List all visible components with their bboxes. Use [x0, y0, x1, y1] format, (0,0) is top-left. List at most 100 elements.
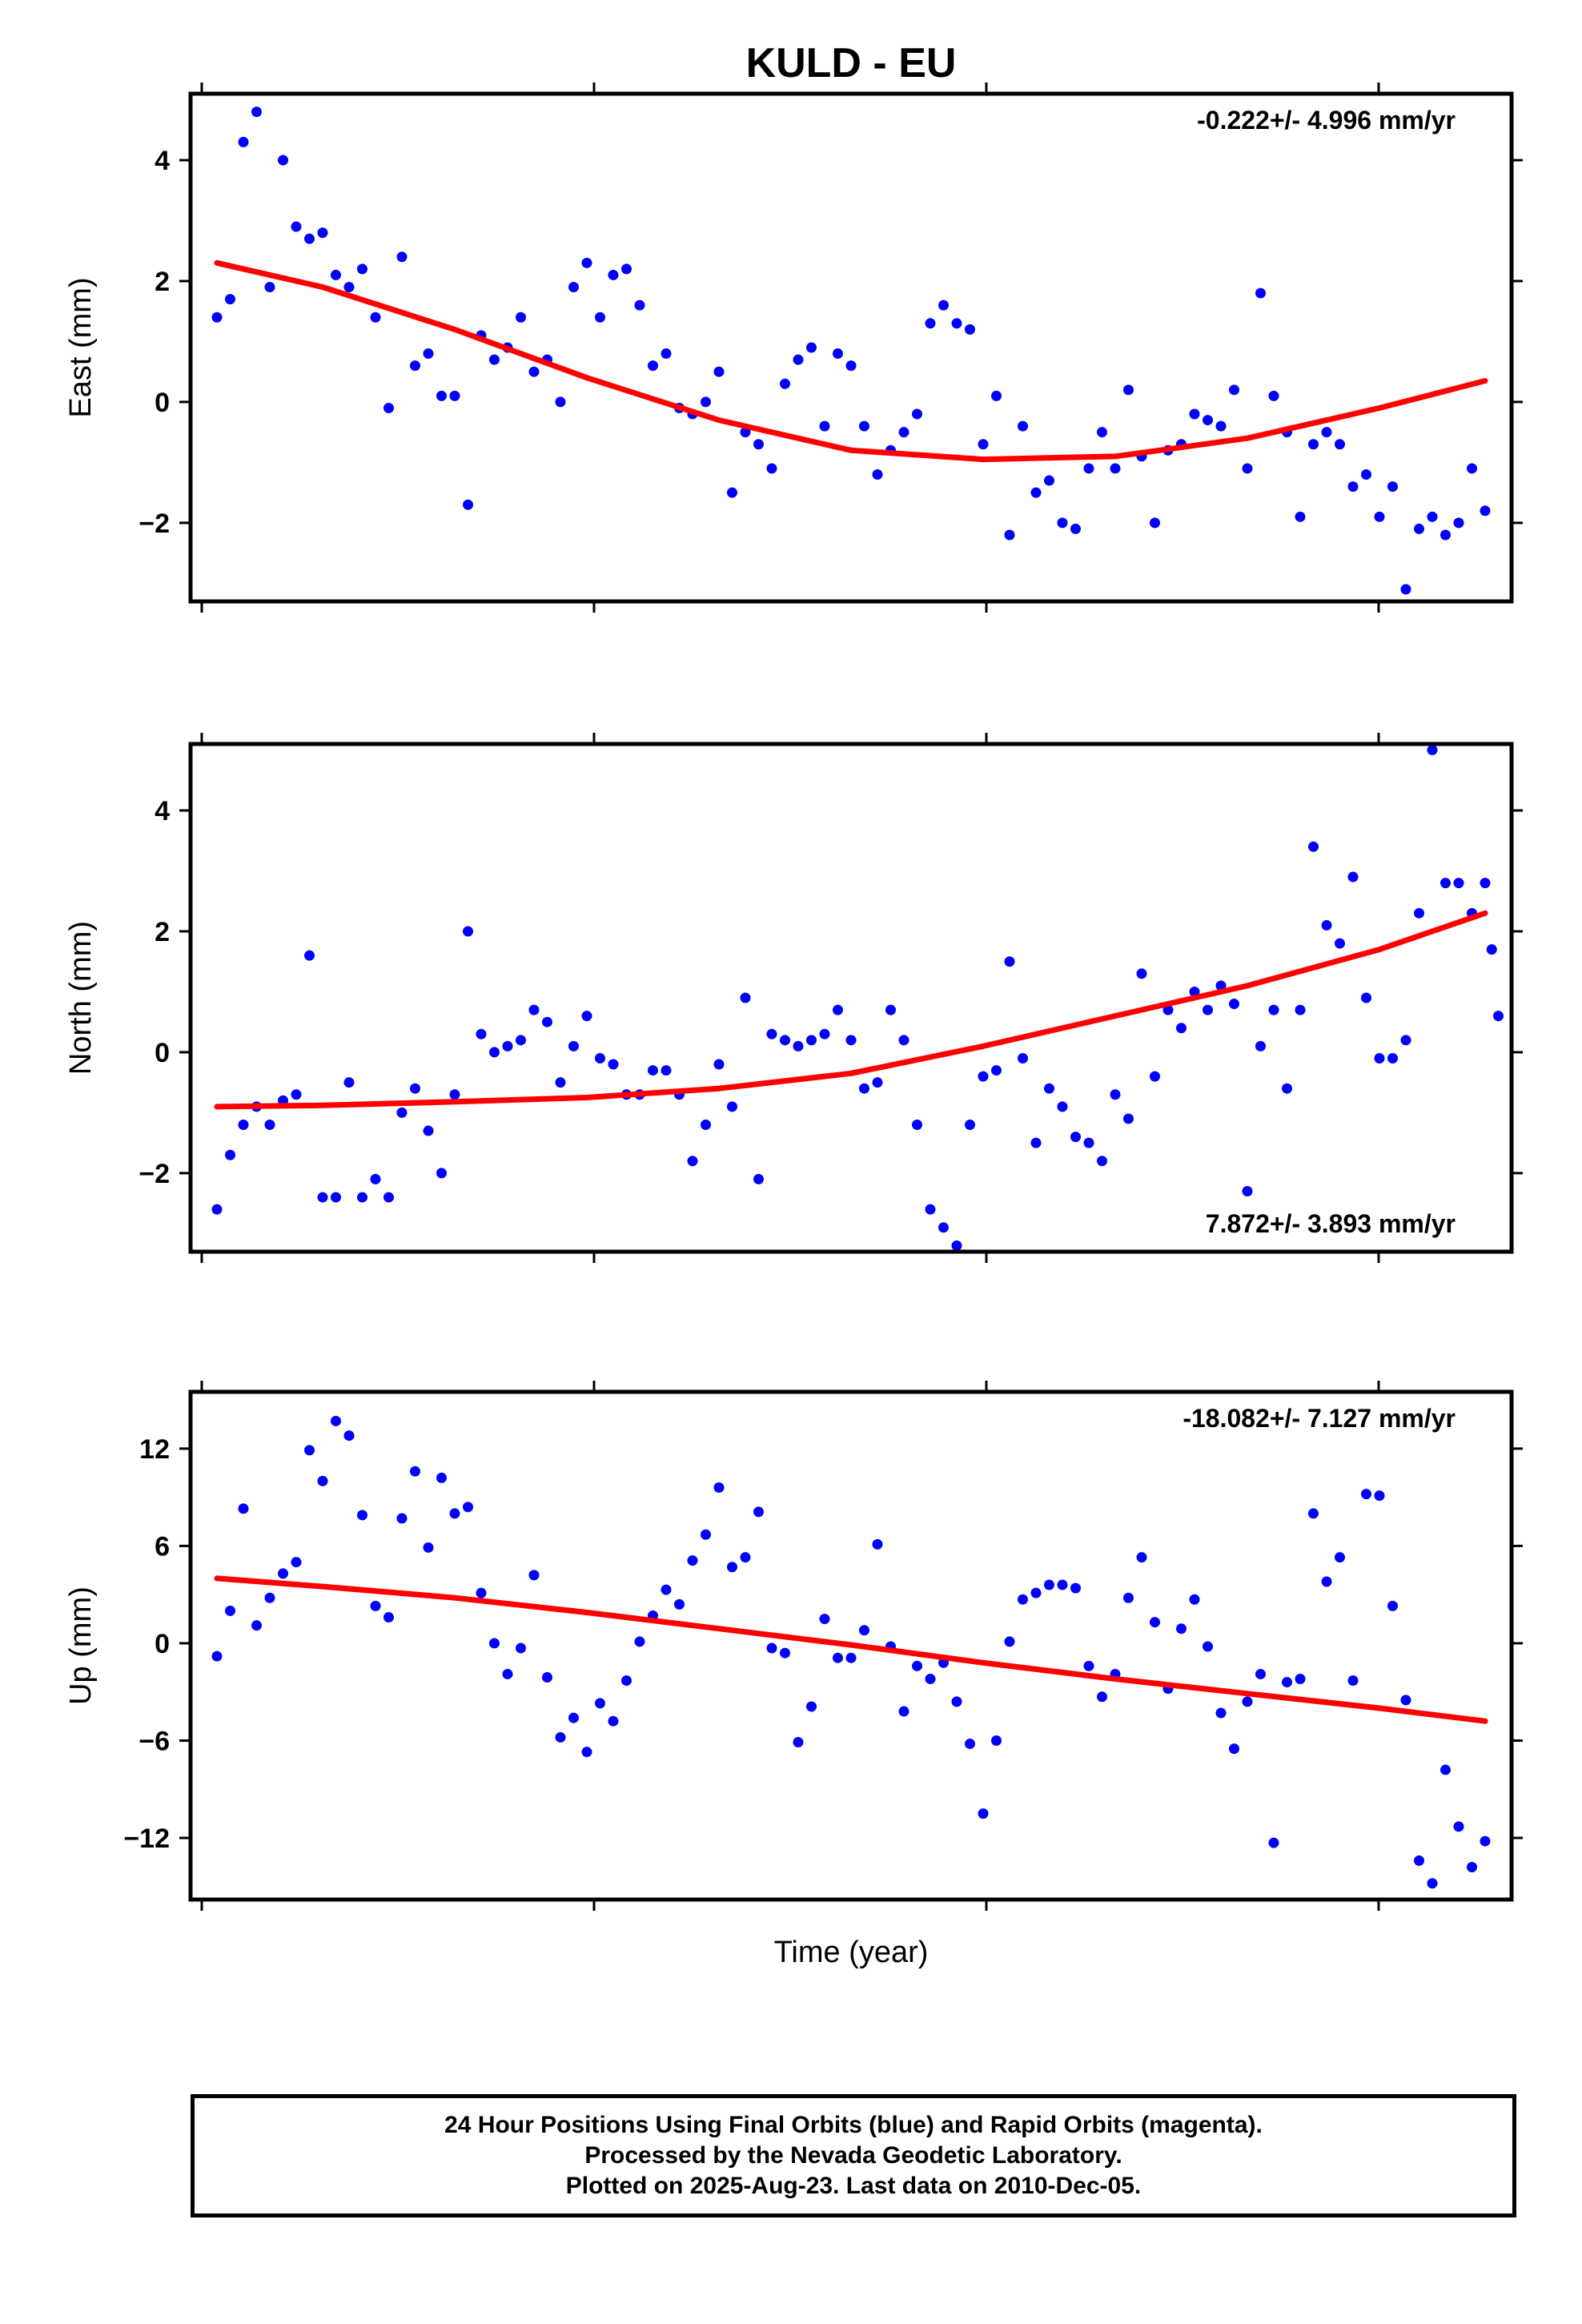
data-point	[1150, 517, 1160, 529]
data-point	[595, 312, 605, 323]
data-point	[648, 360, 658, 372]
data-point	[595, 1052, 605, 1063]
data-point	[1242, 463, 1253, 474]
y-tick-label: −12	[123, 1823, 170, 1854]
y-tick-label: −2	[139, 509, 170, 539]
y-axis-label: East (mm)	[64, 277, 98, 417]
data-point	[1295, 511, 1306, 522]
data-point	[476, 1587, 487, 1598]
data-point	[516, 1642, 526, 1654]
data-point	[845, 1035, 857, 1046]
data-point	[1110, 463, 1121, 474]
data-point	[291, 221, 302, 232]
data-point	[766, 463, 777, 474]
data-point	[1097, 1156, 1107, 1167]
data-point	[1083, 463, 1094, 474]
data-point	[317, 1192, 328, 1203]
data-point	[528, 366, 540, 377]
data-point	[1480, 505, 1491, 517]
data-point	[1018, 1594, 1028, 1605]
data-point	[1467, 1861, 1477, 1872]
data-point	[991, 1735, 1002, 1746]
data-point	[753, 1173, 764, 1184]
plot-frame	[188, 1389, 1514, 1902]
data-point	[1176, 1023, 1186, 1034]
data-point	[317, 227, 328, 239]
data-point	[621, 1675, 632, 1687]
data-point	[463, 1502, 473, 1513]
chart-title: KULD - EU	[746, 40, 957, 86]
data-point	[1347, 481, 1359, 493]
data-point	[1229, 999, 1239, 1010]
data-point	[925, 1674, 936, 1685]
plot-frame	[188, 91, 1514, 604]
data-point	[1123, 384, 1134, 396]
data-point	[1400, 1035, 1411, 1046]
data-point	[885, 1004, 896, 1015]
data-point	[1374, 1490, 1385, 1502]
data-point	[951, 1240, 962, 1251]
data-point	[1295, 1674, 1306, 1685]
data-point	[516, 1035, 526, 1046]
data-point	[357, 1192, 367, 1203]
data-point	[1057, 1101, 1068, 1112]
data-point	[661, 1065, 672, 1076]
data-point	[1215, 1707, 1227, 1719]
model-fit-line	[214, 259, 1488, 463]
data-point	[1480, 1835, 1491, 1847]
y-tick-label: −6	[139, 1726, 170, 1756]
data-point	[343, 282, 355, 293]
data-point	[661, 348, 672, 360]
data-point	[938, 300, 949, 311]
data-point	[1282, 1677, 1292, 1688]
data-point	[608, 1715, 619, 1727]
data-point	[489, 1047, 500, 1058]
y-axis-label: Up (mm)	[64, 1586, 98, 1705]
data-point	[1440, 878, 1451, 889]
data-point	[396, 1513, 408, 1524]
data-point	[806, 342, 817, 353]
data-point	[317, 1475, 328, 1486]
data-point	[621, 263, 632, 275]
data-point	[845, 360, 857, 372]
data-point	[951, 318, 962, 329]
data-point	[753, 1506, 764, 1518]
data-point	[331, 1192, 341, 1203]
data-point	[1347, 871, 1359, 883]
data-point	[1136, 968, 1147, 979]
data-point	[1203, 415, 1213, 426]
data-point	[595, 1698, 605, 1709]
data-point	[1440, 1764, 1451, 1775]
data-point	[1361, 992, 1371, 1003]
data-point	[370, 1600, 381, 1611]
data-point	[1030, 487, 1042, 498]
data-point	[581, 257, 592, 268]
data-point	[1440, 529, 1451, 541]
caption-line-processed-by: Processed by the Nevada Geodetic Laborat…	[584, 2142, 1122, 2169]
data-point	[410, 1466, 420, 1477]
data-point	[463, 499, 473, 510]
data-point	[238, 1120, 249, 1130]
data-point	[1335, 1552, 1345, 1563]
data-point	[1229, 1743, 1239, 1755]
data-point	[383, 1192, 394, 1203]
data-point	[1255, 287, 1266, 299]
data-point	[872, 469, 883, 480]
data-point	[1361, 1489, 1371, 1500]
y-tick-label: 2	[155, 917, 170, 947]
data-point	[1308, 439, 1319, 450]
data-point	[370, 1173, 381, 1184]
data-point	[912, 1120, 922, 1130]
data-point	[780, 1647, 790, 1659]
data-point	[251, 1620, 262, 1631]
data-point	[1414, 907, 1424, 919]
data-point	[1453, 1821, 1464, 1832]
data-point	[951, 1696, 962, 1707]
y-axis-label: North (mm)	[64, 921, 98, 1075]
data-point	[449, 1508, 460, 1519]
data-point	[1110, 1089, 1121, 1100]
data-point	[370, 312, 381, 323]
data-point	[225, 294, 235, 305]
y-tick-label: 0	[155, 1038, 170, 1068]
